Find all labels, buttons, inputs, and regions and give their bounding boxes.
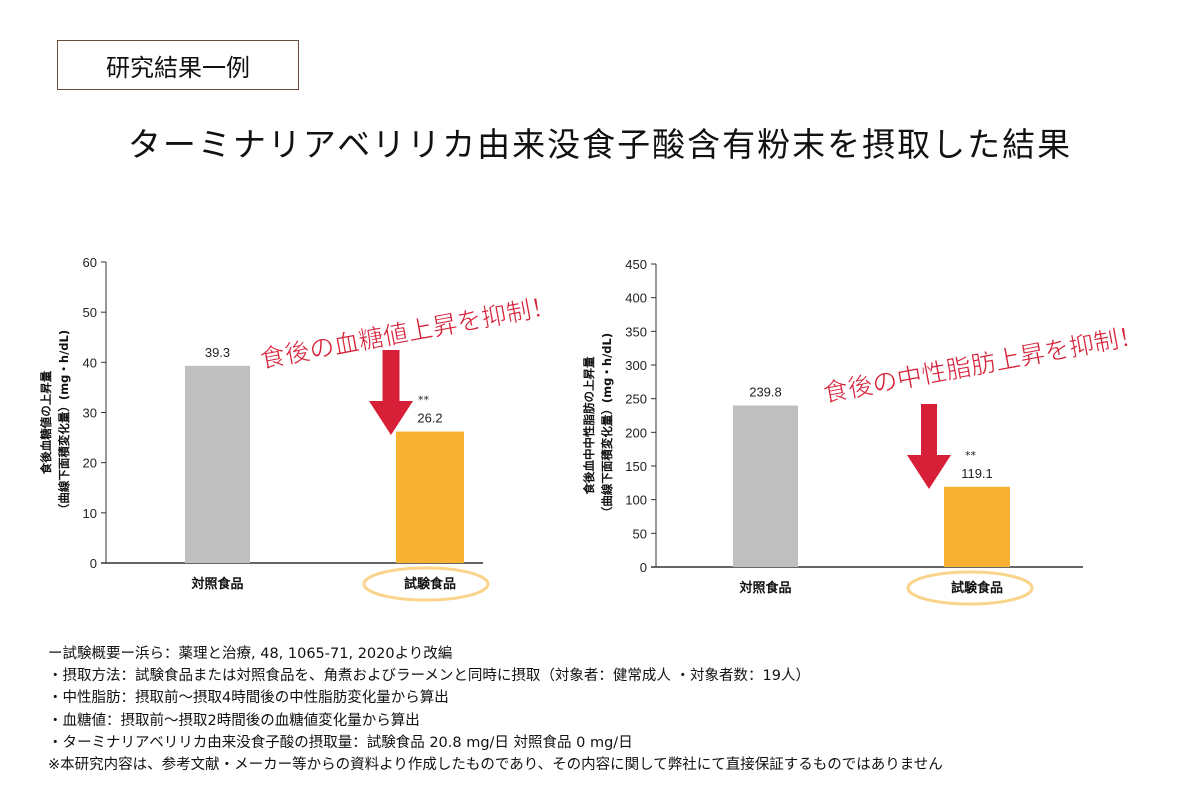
y-tick-label: 0: [90, 556, 97, 571]
data-label: 119.1: [961, 466, 993, 481]
y-axis-label-line2: （曲線下面積変化量）(mg・h/dL): [57, 330, 71, 515]
y-tick-label: 10: [83, 506, 97, 521]
category-label: 対照食品: [738, 580, 791, 596]
note-5: ※本研究内容は、参考文献・メーカー等からの資料より作成したものであり、その内容に…: [48, 757, 943, 774]
y-tick-label: 50: [633, 526, 647, 541]
y-tick-label: 20: [83, 456, 97, 471]
y-tick-label: 300: [625, 358, 647, 373]
y-tick-label: 450: [625, 257, 647, 272]
down-arrow-icon: [907, 404, 951, 489]
y-axis-label-line2: （曲線下面積変化量）(mg・h/dL): [600, 333, 614, 518]
category-label: 対照食品: [190, 576, 243, 592]
bar-test: [396, 431, 464, 563]
category-label: 試験食品: [404, 576, 456, 592]
down-arrow-icon: [369, 350, 413, 435]
y-tick-label: 350: [625, 324, 647, 339]
significance-mark: **: [418, 394, 430, 407]
y-tick-label: 40: [83, 355, 97, 370]
callout-text: 食後の中性脂肪上昇を抑制！: [821, 320, 1146, 408]
y-tick-label: 0: [640, 560, 647, 575]
y-tick-label: 150: [625, 459, 647, 474]
bar-control: [185, 365, 250, 563]
y-axis-label-line1: 食後血中中性脂肪の上昇量: [582, 356, 596, 494]
y-tick-label: 400: [625, 291, 647, 306]
footnotes: ー試験概要ー浜ら：薬理と治療, 48, 1065-71, 2020より改編 ・摂…: [48, 643, 943, 776]
category-label: 試験食品: [951, 580, 1003, 596]
y-tick-label: 30: [83, 406, 97, 421]
y-axis-label-line1: 食後血糖値の上昇量: [39, 370, 53, 474]
bar-test: [944, 486, 1010, 567]
significance-mark: **: [965, 449, 977, 462]
note-4: ・ターミナリアベリリカ由来没食子酸の摂取量：試験食品 20.8 mg/日 対照食…: [48, 734, 633, 751]
note-0: ー試験概要ー浜ら：薬理と治療, 48, 1065-71, 2020より改編: [48, 646, 453, 662]
data-label: 26.2: [417, 411, 442, 426]
y-tick-label: 250: [625, 392, 647, 407]
y-tick-label: 60: [83, 255, 97, 270]
highlight-circle: [362, 566, 490, 602]
bar-control: [733, 405, 798, 567]
page-title: ターミナリアベリリカ由来没食子酸含有粉末を摂取した結果: [127, 125, 1073, 164]
highlight-circle: [906, 570, 1034, 606]
y-tick-label: 100: [625, 493, 647, 508]
note-2: ・中性脂肪：摂取前〜摂取4時間後の中性脂肪変化量から算出: [48, 690, 449, 707]
y-tick-label: 200: [625, 425, 647, 440]
y-tick-label: 50: [83, 305, 97, 320]
data-label: 239.8: [749, 385, 782, 400]
note-1: ・摂取方法：試験食品または対照食品を、角煮およびラーメンと同時に摂取（対象者：健…: [48, 668, 810, 685]
callout-text: 食後の血糖値上昇を抑制！: [258, 291, 558, 374]
section-tag: 研究結果一例: [57, 40, 299, 90]
data-label: 39.3: [205, 345, 230, 360]
note-3: ・血糖値：摂取前〜摂取2時間後の血糖値変化量から算出: [48, 712, 420, 729]
